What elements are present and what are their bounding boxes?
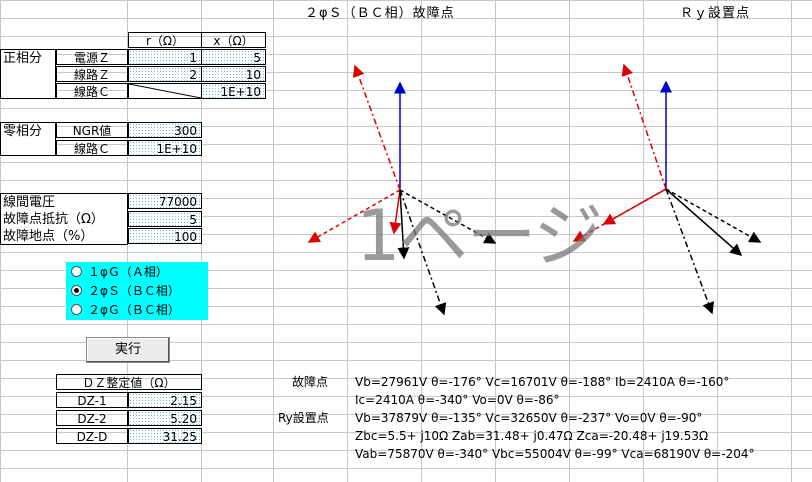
fault-resistance-input[interactable]: 5: [128, 211, 202, 227]
vb-phasor: [397, 189, 410, 260]
line-voltage-input[interactable]: 77000: [128, 193, 202, 209]
relay-result-line1: Vb=37879V θ=-135° Vc=32650V θ=-237° Vo=0…: [355, 411, 703, 425]
radio-button[interactable]: [71, 304, 82, 315]
param-label: 線間電圧: [3, 195, 56, 210]
line-r-input[interactable]: 2: [128, 66, 202, 82]
relay-vc-phasor: [665, 188, 762, 243]
relay-vb-phasor: [665, 188, 743, 256]
params-box: [0, 193, 128, 245]
option-2pg[interactable]: ２φＧ（ＢＣ相）: [71, 301, 180, 319]
fault-result-line1: Vb=27961V θ=-176° Vc=16701V θ=-188° Ib=2…: [355, 375, 730, 389]
source-x-input[interactable]: 5: [201, 49, 266, 65]
fault-type-panel: １φＧ（Ａ相） ２φＳ（ＢＣ相） ２φＧ（ＢＣ相）: [66, 262, 208, 320]
option-1pg[interactable]: １φＧ（Ａ相）: [71, 263, 168, 281]
grid-col-line: [643, 0, 644, 482]
relay-title: Ｒｙ設置点: [680, 6, 751, 21]
row-label: 線路Ｃ: [56, 83, 128, 99]
row-label: 電源Ｚ: [56, 49, 128, 65]
ic-phasor: [307, 189, 401, 243]
ia-phasor: [352, 64, 401, 191]
line-x-input[interactable]: 10: [201, 66, 266, 82]
vbc-phasor: [399, 189, 447, 316]
row-label: NGR値: [56, 122, 128, 138]
option-2ps[interactable]: ２φＳ（ＢＣ相）: [71, 282, 180, 300]
dz-label: DZ-1: [56, 392, 128, 408]
page-watermark: 1ページ: [356, 195, 603, 277]
radio-button-selected[interactable]: [71, 285, 82, 296]
grid-col-line: [569, 0, 570, 482]
fault-result-line2: Ic=2410A θ=-340° Vo=0V θ=-86°: [355, 393, 560, 407]
grid-col-line: [347, 0, 348, 482]
fault-title: ２φＳ（ＢＣ相）故障点: [305, 6, 455, 21]
relay-ia-phasor: [621, 63, 667, 190]
dzd-value: 31.25: [128, 428, 202, 444]
row-label: 線路Ｚ: [56, 66, 128, 82]
dz1-value: 2.15: [128, 392, 202, 408]
fault-result-label: 故障点: [292, 375, 329, 389]
dz2-value: 5.20: [128, 410, 202, 426]
param-label: 故障地点（%）: [3, 229, 94, 244]
relay-result-line2: Zbc=5.5+ j10Ω Zab=31.48+ j0.47Ω Zca=-20.…: [355, 429, 709, 443]
pos-seq-box: [0, 49, 56, 99]
radio-button[interactable]: [71, 266, 82, 277]
dz-label: DZ-D: [56, 428, 128, 444]
pos-seq-label: 正相分: [3, 51, 43, 66]
relay-result-label: Ry設置点: [278, 411, 329, 425]
grid-col-line: [717, 0, 718, 482]
grid-col-line: [273, 0, 274, 482]
grid-col-line: [791, 0, 792, 482]
relay-result-line3: Vab=75870V θ=-340° Vbc=55004V θ=-99° Vca…: [355, 447, 755, 461]
dz-label: DZ-2: [56, 410, 128, 426]
line-c-x-input[interactable]: 1E+10: [201, 83, 266, 99]
zero-seq-label: 零相分: [3, 124, 43, 139]
row-label: 線路Ｃ: [56, 140, 128, 156]
relay-ib-phasor: [602, 188, 667, 225]
fault-location-input[interactable]: 100: [128, 228, 202, 244]
zero-line-c-input[interactable]: 1E+10: [128, 140, 202, 156]
grid-col-line: [421, 0, 422, 482]
ib-phasor: [389, 189, 402, 235]
param-label: 故障点抵抗（Ω）: [3, 212, 104, 227]
run-button[interactable]: 実行: [86, 337, 170, 363]
dz-header: ＤＺ整定値（Ω）: [56, 374, 202, 390]
zero-seq-box: [0, 122, 56, 156]
col-x-header: x（Ω）: [201, 32, 266, 48]
source-r-input[interactable]: 1: [128, 49, 202, 65]
ngr-input[interactable]: 300: [128, 122, 202, 138]
relay-vbc-phasor: [665, 188, 714, 315]
